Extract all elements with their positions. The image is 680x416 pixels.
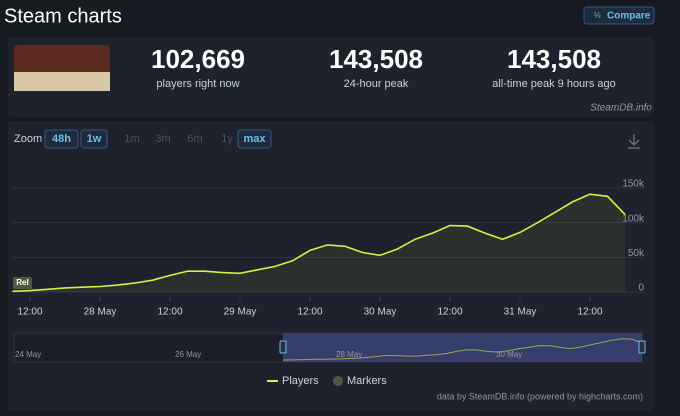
y-tick-label: 0 — [638, 283, 644, 294]
zoom-option[interactable]: 6m — [187, 133, 202, 145]
stat-label: players right now — [156, 78, 239, 90]
chart-panel — [8, 121, 654, 411]
compare-button[interactable] — [583, 6, 655, 25]
stat-value: 143,508 — [329, 44, 423, 74]
x-tick-label: 31 May — [504, 307, 537, 318]
y-tick-label: 50k — [628, 248, 645, 259]
navigator-label: 24 May — [15, 350, 41, 359]
legend-label[interactable]: Markers — [347, 375, 387, 387]
area — [12, 194, 625, 293]
navigator-handle[interactable] — [279, 340, 287, 354]
zoom-option[interactable]: 48h — [52, 133, 71, 145]
page-title: Steam charts — [4, 5, 122, 27]
navigator-label: 28 May — [336, 350, 362, 359]
zoom-label: Zoom — [14, 133, 42, 145]
zoom-button[interactable] — [44, 129, 79, 149]
credit: data by SteamDB.info (powered by highcha… — [437, 391, 643, 401]
legend-label[interactable]: Players — [282, 375, 319, 387]
download-icon[interactable] — [628, 134, 640, 149]
x-tick-label: 12:00 — [297, 307, 322, 318]
zoom-option[interactable]: 1w — [87, 133, 102, 145]
y-tick-label: 100k — [622, 213, 645, 224]
x-tick-label: 12:00 — [17, 307, 42, 318]
compare-icon: ⅓ — [594, 11, 601, 20]
x-tick-label: 12:00 — [437, 307, 462, 318]
x-tick-label: 30 May — [364, 307, 397, 318]
x-tick-label: 29 May — [224, 307, 257, 318]
marker-label: Rel — [16, 278, 28, 287]
zoom-option[interactable]: 3m — [155, 133, 170, 145]
x-tick-label: 12:00 — [577, 307, 602, 318]
game-image-strip — [14, 72, 110, 91]
marker-flag — [13, 277, 32, 289]
stat-label: all-time peak 9 hours ago — [492, 78, 616, 90]
x-tick-label: 12:00 — [157, 307, 182, 318]
zoom-option[interactable]: max — [243, 133, 266, 145]
zoom-button[interactable] — [237, 129, 272, 149]
stat-value: 143,508 — [507, 44, 601, 74]
navigator-label: 26 May — [175, 350, 201, 359]
source: SteamDB.info — [590, 103, 652, 114]
stats-panel — [8, 37, 654, 117]
navigator-line — [282, 338, 643, 361]
zoom-button[interactable] — [80, 129, 108, 149]
zoom-option[interactable]: 1m — [124, 133, 139, 145]
line — [12, 193, 626, 293]
compare-label[interactable]: Compare — [607, 11, 651, 22]
navigator-label: 30 May — [496, 350, 522, 359]
legend-marker — [333, 376, 343, 386]
y-tick-label: 150k — [622, 179, 645, 190]
navigator-selection — [283, 333, 642, 362]
stat-label: 24-hour peak — [344, 78, 409, 90]
stat-value: 102,669 — [151, 44, 245, 74]
zoom-option[interactable]: 1y — [221, 133, 233, 145]
navigator-handle[interactable] — [638, 340, 646, 354]
x-tick-label: 28 May — [84, 307, 117, 318]
